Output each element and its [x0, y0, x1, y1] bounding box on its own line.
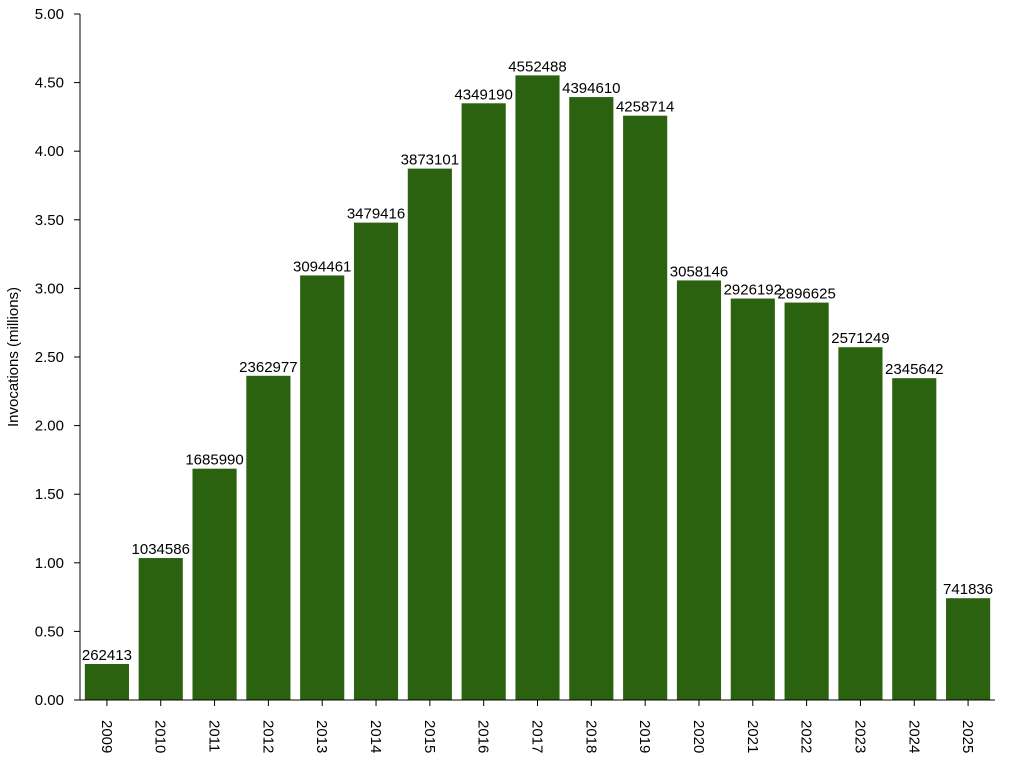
x-tick-label-2016: 2016	[475, 720, 492, 753]
bar-2016	[461, 103, 506, 700]
bar-2014	[353, 222, 399, 700]
data-label-2020: 3058146	[670, 263, 728, 280]
bar-2012	[246, 375, 291, 700]
x-tick-label-2011: 2011	[206, 720, 223, 752]
data-label-2015: 3873101	[401, 152, 459, 169]
y-axis-title: Invocations (millions)	[5, 287, 22, 427]
y-tick-label: 5.00	[35, 6, 64, 23]
x-tick-label-2012: 2012	[259, 720, 276, 753]
x-tick-label-2024: 2024	[905, 720, 922, 753]
x-tick-label-2021: 2021	[744, 720, 761, 753]
y-tick-label: 4.50	[35, 75, 64, 92]
x-tick-label-2019: 2019	[636, 720, 653, 753]
x-tick-label-2010: 2010	[152, 720, 169, 753]
y-tick-label: 2.00	[35, 418, 64, 435]
x-tick-label-2018: 2018	[582, 720, 599, 753]
bar-2017	[515, 75, 560, 701]
x-ticks: 2009 2010 2011 2012 2013 2014 2015 2016 2017 2018…	[98, 700, 976, 753]
y-tick-label: 3.00	[35, 280, 64, 297]
x-tick-label-2022: 2022	[798, 720, 815, 753]
y-tick-label: 1.00	[35, 555, 64, 572]
bar-2021	[730, 298, 775, 700]
bar-2018	[569, 97, 614, 700]
y-tick-label: 4.00	[35, 143, 64, 160]
data-label-2013: 3094461	[293, 258, 351, 275]
data-label-2019: 4258714	[616, 99, 674, 116]
data-label-2016: 4349190	[454, 86, 512, 103]
bar-2023	[838, 347, 883, 700]
x-tick-label-2014: 2014	[367, 720, 384, 753]
data-label-2021: 2926192	[724, 282, 782, 299]
y-ticks: 0.00 0.50 1.00 1.50 2.00 2.50 3.00 3.50 4.00 4.50…	[35, 6, 80, 709]
data-label-2018: 4394610	[562, 80, 620, 97]
data-label-2011: 1685990	[185, 452, 243, 469]
x-tick-label-2023: 2023	[851, 720, 868, 753]
bar-2011	[192, 468, 237, 700]
x-axis: 2009 2010 2011 2012 2013 2014 2015 2016 2017 2018…	[80, 699, 995, 753]
data-label-2025: 741836	[943, 581, 993, 598]
data-labels-group: 262413 1034586 1685990 2362977 3094461 347941…	[82, 58, 993, 664]
data-label-2023: 2571249	[831, 330, 889, 347]
bar-2013	[300, 275, 345, 700]
data-label-2017: 4552488	[508, 58, 566, 75]
bar-2024	[892, 378, 937, 700]
bar-2019	[623, 115, 668, 700]
y-tick-label: 0.00	[35, 692, 64, 709]
bar-2010	[138, 558, 183, 700]
data-label-2022: 2896625	[777, 286, 835, 303]
bar-2015	[407, 168, 452, 701]
bars-group	[84, 75, 991, 701]
data-label-2024: 2345642	[885, 361, 943, 378]
y-axis: 0.00 0.50 1.00 1.50 2.00 2.50 3.00 3.50 4.00 4.50…	[35, 6, 81, 709]
y-tick-label: 3.50	[35, 212, 64, 229]
y-tick-label: 0.50	[35, 623, 64, 640]
x-tick-label-2015: 2015	[421, 720, 438, 753]
bar-2022	[784, 302, 829, 700]
bar-2009	[84, 663, 129, 700]
data-label-2010: 1034586	[132, 541, 190, 558]
data-label-2009: 262413	[82, 647, 132, 664]
bar-2025	[946, 598, 991, 700]
data-label-2012: 2362977	[239, 359, 297, 376]
bar-2020	[676, 280, 722, 700]
y-tick-label: 2.50	[35, 349, 64, 366]
x-tick-label-2017: 2017	[529, 720, 546, 753]
data-label-2014: 3479416	[347, 206, 405, 223]
x-tick-label-2020: 2020	[690, 720, 707, 753]
x-tick-label-2013: 2013	[313, 720, 330, 753]
x-tick-label-2009: 2009	[98, 720, 115, 753]
y-tick-label: 1.50	[35, 486, 64, 503]
x-tick-label-2025: 2025	[959, 720, 976, 753]
